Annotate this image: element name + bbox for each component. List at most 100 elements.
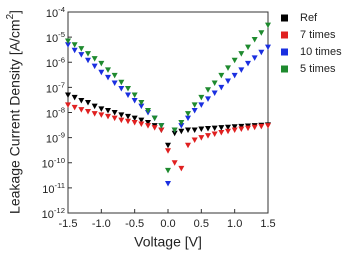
data-point xyxy=(191,102,198,108)
data-point xyxy=(151,125,158,131)
data-point xyxy=(211,90,218,96)
data-point xyxy=(191,127,198,134)
data-point xyxy=(105,113,111,120)
data-point xyxy=(111,110,118,116)
y-axis-label: Leakage Current Density [A/cm2] xyxy=(5,10,23,214)
data-point xyxy=(185,142,191,149)
data-point xyxy=(205,87,211,93)
data-point xyxy=(125,113,131,120)
data-point xyxy=(71,42,78,48)
data-point xyxy=(185,115,191,122)
data-point xyxy=(251,55,258,61)
x-tick-label: -0.5 xyxy=(125,218,144,230)
data-point xyxy=(218,129,225,136)
data-point xyxy=(158,123,165,129)
y-tick-label: 10-10 xyxy=(42,155,65,170)
data-point xyxy=(91,63,98,70)
data-point xyxy=(71,47,78,54)
data-point xyxy=(165,180,171,187)
legend-swatch xyxy=(281,31,288,39)
data-point xyxy=(71,94,78,101)
legend-label: Ref xyxy=(300,12,318,24)
data-point xyxy=(251,37,258,43)
x-axis-label: Voltage [V] xyxy=(134,234,202,250)
x-tick-label: 0.5 xyxy=(194,218,209,230)
y-tick-label: 10-8 xyxy=(46,105,65,120)
data-point xyxy=(218,125,225,131)
data-point xyxy=(105,67,111,73)
data-point xyxy=(131,92,138,98)
data-point xyxy=(258,30,265,36)
data-point xyxy=(138,121,145,127)
data-point xyxy=(158,127,165,134)
data-point xyxy=(65,42,71,48)
data-point xyxy=(245,60,251,67)
data-point xyxy=(151,115,158,122)
data-point xyxy=(238,67,245,73)
data-point xyxy=(138,103,145,110)
data-point xyxy=(91,103,98,110)
data-point xyxy=(245,44,251,51)
data-point xyxy=(98,112,105,118)
data-point xyxy=(78,107,85,113)
data-point xyxy=(218,72,225,79)
data-point xyxy=(191,137,198,144)
data-point xyxy=(65,38,71,45)
data-point xyxy=(78,52,85,58)
x-tick-label: -1.5 xyxy=(59,218,78,230)
data-point xyxy=(231,72,238,79)
data-point xyxy=(138,117,145,124)
data-point xyxy=(205,96,211,102)
data-point xyxy=(231,124,238,130)
data-point xyxy=(218,84,225,91)
data-point xyxy=(85,57,91,64)
y-tick-label: 10-4 xyxy=(46,5,66,20)
data-point xyxy=(98,69,105,76)
data-point xyxy=(198,102,205,108)
data-point xyxy=(198,135,205,141)
data-point xyxy=(251,124,258,131)
data-point xyxy=(105,108,111,114)
data-point xyxy=(191,108,198,114)
data-point xyxy=(178,128,185,135)
data-point xyxy=(171,130,178,137)
data-point xyxy=(85,51,91,57)
legend-swatch xyxy=(281,65,288,73)
data-point xyxy=(258,123,265,130)
data-point xyxy=(185,111,191,117)
x-tick-label: 1.5 xyxy=(260,218,275,230)
data-point xyxy=(85,108,91,115)
data-point xyxy=(145,119,151,126)
data-point xyxy=(118,112,125,118)
data-point xyxy=(125,118,131,125)
data-point xyxy=(105,74,111,81)
x-tick-label: 1.0 xyxy=(227,218,242,230)
data-point xyxy=(205,126,211,132)
data-point xyxy=(91,56,98,62)
legend-swatch xyxy=(281,48,288,56)
data-point xyxy=(125,86,131,92)
y-tick-label: 10-11 xyxy=(42,180,65,195)
data-point xyxy=(171,160,178,166)
data-point xyxy=(111,115,118,122)
data-point xyxy=(165,142,171,149)
data-point xyxy=(111,80,118,86)
legend-label: 10 times xyxy=(300,46,342,58)
data-point xyxy=(118,117,125,124)
data-point xyxy=(231,57,238,64)
data-point xyxy=(85,100,91,106)
data-point xyxy=(178,119,185,126)
data-point xyxy=(198,126,205,133)
data-point xyxy=(78,98,85,104)
data-point xyxy=(91,111,98,117)
data-point xyxy=(238,51,245,57)
data-point xyxy=(225,128,231,135)
data-point xyxy=(98,106,105,112)
data-point xyxy=(65,102,71,108)
data-point xyxy=(178,165,185,172)
y-tick-label: 10-5 xyxy=(46,30,65,45)
legend-label: 5 times xyxy=(300,63,336,75)
x-tick-label: 0.0 xyxy=(160,218,175,230)
data-point xyxy=(211,80,218,86)
